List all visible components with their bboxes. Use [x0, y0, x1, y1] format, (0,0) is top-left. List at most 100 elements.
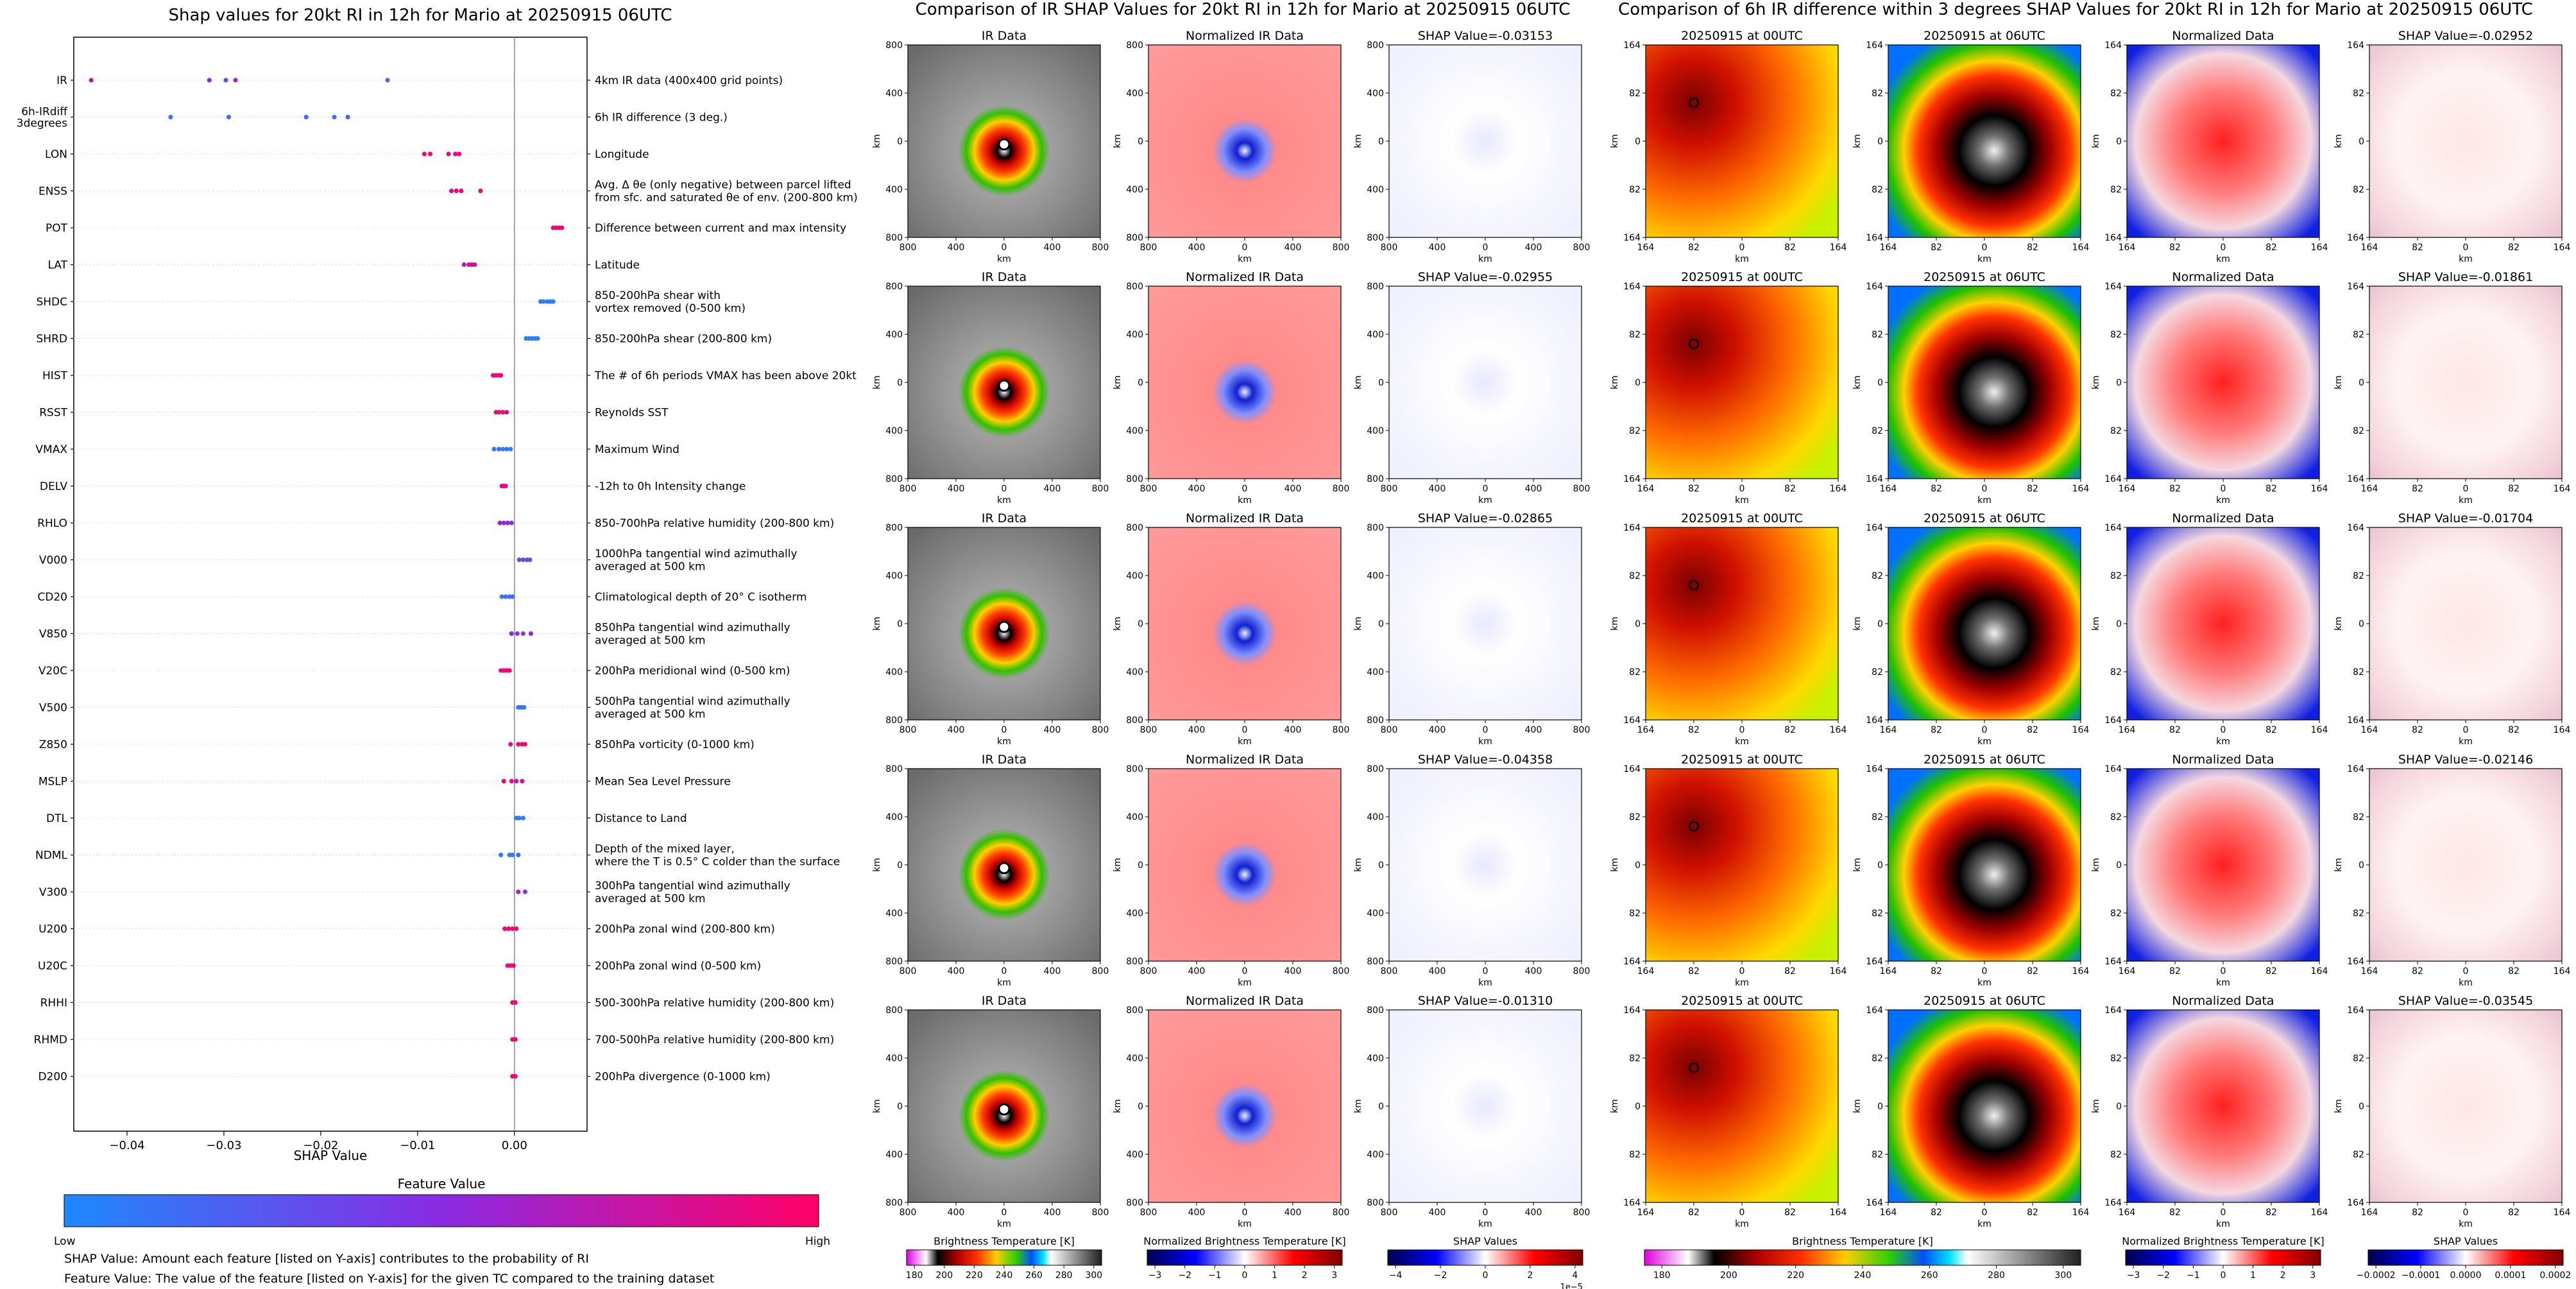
y-tick-label: 800 — [1126, 474, 1143, 484]
y-tick-label: 164 — [2104, 1005, 2122, 1016]
y-axis-label: km — [1353, 1099, 1363, 1113]
x-tick-label: 0 — [1483, 966, 1488, 977]
colorbar-bar — [1147, 1249, 1343, 1266]
storm-eye-marker — [998, 620, 1011, 633]
shap-point — [89, 78, 94, 83]
ir-panel: Normalized IR Data8008004004000040040080… — [1113, 270, 1349, 506]
feature-row: IR 4km IR data (400x400 grid points) — [56, 74, 783, 87]
shap-plot-title: Shap values for 20kt RI in 12h for Mario… — [168, 6, 672, 25]
x-tick-label: 400 — [948, 966, 965, 977]
y-tick-label: 82 — [2353, 426, 2364, 436]
x-axis-label: km — [2459, 978, 2473, 988]
x-tick-label: 164 — [1880, 966, 1897, 977]
feature-description: 4km IR data (400x400 grid points) — [595, 74, 783, 87]
y-axis-label: km — [2333, 134, 2344, 148]
shap-point — [506, 926, 511, 932]
x-tick-label: 400 — [1429, 484, 1446, 494]
ir-panel: SHAP Value=-0.04358800800400400004004008… — [1353, 753, 1590, 988]
diff-panel: SHAP Value=-0.02952164164828200828216416… — [2333, 29, 2570, 264]
y-tick-label: 164 — [2104, 523, 2122, 533]
y-tick-label: 164 — [1866, 957, 1883, 967]
feature-description: -12h to 0h Intensity change — [595, 481, 746, 493]
shap-point — [497, 409, 502, 415]
colorbar-low-label: Low — [54, 1235, 76, 1248]
diff-panel: 20250915 at 06UTC1641648282008282164164k… — [1852, 270, 2089, 506]
y-tick-label: 0 — [1635, 619, 1641, 629]
shap-point — [303, 114, 309, 120]
shap-point — [345, 114, 350, 120]
shap-point — [497, 447, 502, 452]
shap-point — [541, 299, 546, 304]
y-tick-label: 800 — [885, 1198, 903, 1208]
x-tick-label: 400 — [1429, 966, 1446, 977]
panel-title: Normalized IR Data — [1186, 511, 1304, 525]
colorbar-tick-label: 2 — [1302, 1270, 1308, 1281]
y-tick-label: 800 — [1367, 233, 1384, 243]
panel-title: IR Data — [982, 511, 1027, 525]
x-tick-label: 800 — [1140, 1208, 1157, 1218]
y-tick-label: 82 — [2353, 571, 2364, 581]
panel-image — [2369, 286, 2562, 479]
x-tick-label: 164 — [2554, 725, 2571, 735]
x-tick-label: 800 — [900, 243, 917, 253]
panel-title: SHAP Value=-0.01861 — [2398, 270, 2533, 284]
y-axis-label: km — [1610, 617, 1620, 631]
x-tick-label: 800 — [1092, 243, 1109, 253]
x-tick-label: 82 — [2169, 1208, 2181, 1218]
diff-panel: 20250915 at 00UTC1641648282008282164164k… — [1610, 753, 1847, 988]
y-tick-label: 82 — [2353, 909, 2364, 919]
note-feature-value: Feature Value: The value of the feature … — [64, 1272, 714, 1286]
y-axis-label: km — [2091, 134, 2101, 148]
panel-image — [1148, 286, 1341, 479]
diff-panel: 20250915 at 06UTC1641648282008282164164k… — [1852, 29, 2089, 264]
feature-name: DTL — [46, 812, 67, 825]
x-tick-label: 0 — [1242, 1208, 1248, 1218]
y-tick-label: 164 — [1623, 957, 1641, 967]
colorbar-tick-label: 3 — [1331, 1270, 1337, 1281]
feature-name: V000 — [39, 554, 67, 567]
y-tick-label: 400 — [885, 812, 903, 823]
x-axis-label: km — [997, 495, 1011, 506]
feature-description: 300hPa tangential wind azimuthally averag… — [595, 880, 790, 905]
x-tick-label: 0 — [2463, 966, 2469, 977]
colorbar-bar — [906, 1249, 1102, 1266]
x-tick-label: 800 — [900, 725, 917, 735]
y-tick-label: 164 — [1866, 1005, 1883, 1016]
shap-point — [510, 594, 515, 599]
y-tick-label: 800 — [1367, 282, 1384, 292]
y-tick-label: 82 — [1872, 1054, 1883, 1064]
y-tick-label: 0 — [2116, 619, 2122, 629]
y-tick-label: 82 — [1629, 1150, 1641, 1160]
x-tick-label: 800 — [900, 966, 917, 977]
y-tick-label: 800 — [885, 764, 903, 774]
x-tick-label: 82 — [1688, 725, 1700, 735]
panel-title: Normalized IR Data — [1186, 994, 1304, 1008]
image-colorbars: Brightness Temperature [K]180 200 220 240 26… — [906, 1235, 2572, 1289]
feature-description: Climatological depth of 20° C isotherm — [595, 591, 807, 604]
x-tick-label: 82 — [1931, 725, 1942, 735]
y-axis-label: km — [1610, 134, 1620, 148]
x-tick-label: 164 — [1830, 1208, 1847, 1218]
x-tick-label: 800 — [1092, 484, 1109, 494]
y-tick-label: 400 — [885, 89, 903, 99]
x-tick-label: 82 — [2412, 243, 2423, 253]
x-tick-label: 400 — [948, 484, 965, 494]
panel-title: SHAP Value=-0.04358 — [1418, 753, 1553, 767]
x-tick-label: 0 — [1483, 243, 1488, 253]
feature-description: 500hPa tangential wind azimuthally averag… — [595, 696, 790, 721]
x-tick-label: 400 — [948, 243, 965, 253]
y-tick-label: 82 — [1629, 909, 1641, 919]
x-axis-label: km — [1478, 495, 1492, 506]
y-tick-label: 164 — [2347, 764, 2364, 774]
panel-title: 20250915 at 00UTC — [1681, 994, 1803, 1008]
x-tick-label: 400 — [1284, 243, 1302, 253]
diff-panel: Normalized Data1641648282008282164164kmk… — [2091, 511, 2328, 747]
shap-point — [497, 520, 502, 525]
y-tick-label: 164 — [1866, 233, 1883, 243]
ir-panel: SHAP Value=-0.03153800800400400004004008… — [1353, 29, 1590, 264]
x-tick-label: 400 — [1188, 1208, 1206, 1218]
shap-point — [207, 78, 212, 83]
panel-image — [2369, 1010, 2562, 1202]
x-tick-label: 82 — [2508, 484, 2520, 494]
diff-panel: 20250915 at 06UTC1641648282008282164164k… — [1852, 511, 2089, 747]
